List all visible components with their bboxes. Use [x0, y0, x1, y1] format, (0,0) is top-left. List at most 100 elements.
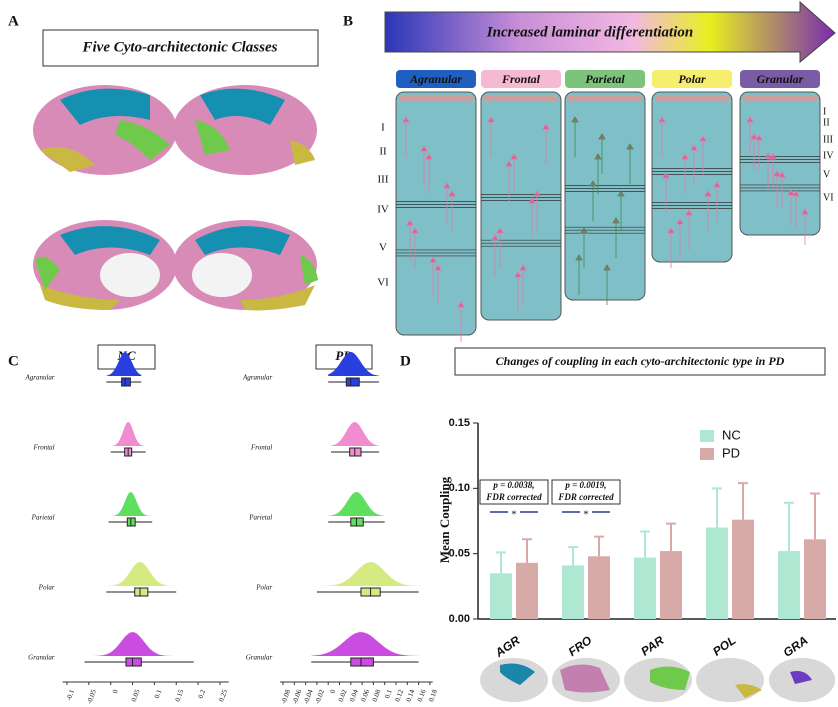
neuron — [764, 152, 772, 189]
panel-letter: A — [8, 13, 19, 29]
neuron — [448, 190, 456, 231]
density — [331, 422, 380, 446]
x-tick-label: AGR — [492, 633, 523, 661]
class-label: Polar — [678, 72, 706, 86]
annotation-text: FDR corrected — [557, 492, 614, 502]
bar — [732, 519, 754, 619]
neuron — [769, 153, 777, 190]
x-tick-label: 0.18 — [427, 688, 439, 703]
pia — [743, 96, 817, 101]
layer-label: I — [823, 106, 826, 117]
box — [350, 517, 364, 527]
class-tab — [481, 70, 561, 88]
y-tick-label: 0.15 — [449, 417, 470, 429]
brain-images — [33, 85, 318, 311]
neuron — [658, 116, 666, 157]
cortex-column — [480, 91, 562, 321]
legend-swatch — [700, 430, 714, 442]
x-tick-label: 0 — [329, 688, 338, 694]
neuron — [690, 144, 698, 185]
y-axis-label: Mean Coupling — [437, 476, 452, 563]
density — [328, 492, 385, 516]
neuron — [755, 134, 763, 171]
x-tick-label: 0.04 — [348, 688, 360, 703]
x-tick-label: POL — [710, 633, 738, 659]
neuron — [662, 172, 670, 213]
error-bar — [712, 487, 722, 528]
density — [108, 492, 153, 516]
legend-label: PD — [722, 445, 740, 460]
bar — [706, 527, 728, 619]
class-label: Parietal — [585, 72, 625, 86]
neuron — [420, 145, 428, 186]
x-tick-label: GRA — [781, 633, 811, 660]
density — [311, 632, 419, 656]
layer-label: V — [823, 169, 831, 180]
neuron — [778, 171, 786, 208]
legend-swatch — [700, 448, 714, 460]
category-label: Granular — [28, 654, 55, 662]
neuron — [519, 264, 527, 305]
neuron — [402, 116, 410, 157]
pia — [655, 96, 729, 101]
box — [350, 657, 374, 667]
layer-label: III — [823, 134, 833, 145]
error-bar — [666, 522, 676, 552]
annotation-box — [479, 479, 549, 505]
significance-marker: * — [583, 509, 589, 521]
bar — [634, 557, 656, 619]
cortex-column — [395, 91, 477, 336]
box — [121, 377, 131, 387]
x-tick-label: 0.1 — [153, 688, 164, 699]
neuron — [425, 153, 433, 194]
neuron — [594, 153, 602, 194]
neuron — [612, 217, 620, 258]
class-tab — [565, 70, 645, 88]
neuron — [704, 190, 712, 231]
x-tick-label: 0.08 — [371, 688, 383, 703]
neuron — [505, 160, 513, 201]
neuron — [443, 182, 451, 223]
layer-label: IV — [377, 204, 389, 216]
layer-label: II — [823, 117, 830, 128]
legend-label: NC — [722, 427, 741, 442]
cortex-column — [651, 91, 733, 263]
x-tick-label: 0.16 — [416, 688, 428, 703]
x-tick-label: -0.1 — [65, 688, 76, 702]
panel-letter: C — [8, 353, 19, 369]
neuron — [533, 190, 541, 231]
bar — [490, 573, 512, 619]
raincloud-plots: NC-0.1-0.0500.050.10.150.20.25AgranularF… — [24, 344, 439, 705]
category-label: Parietal — [248, 514, 272, 522]
neuron — [580, 227, 588, 268]
neuron — [571, 116, 579, 157]
error-bar — [496, 551, 506, 574]
arrow-label: Increased laminar differentiation — [486, 24, 693, 40]
bar — [516, 562, 538, 619]
error-bar — [522, 538, 532, 563]
density — [110, 422, 146, 446]
cortex-column — [739, 91, 821, 236]
layer-label: VI — [377, 277, 389, 289]
annotation-text: p = 0.0019, — [564, 480, 606, 490]
neuron — [746, 116, 754, 153]
layer-label: I — [381, 122, 385, 134]
category-label: Agranular — [24, 374, 54, 382]
neuron — [713, 181, 721, 222]
density — [106, 562, 177, 586]
class-tab — [652, 70, 732, 88]
y-tick-label: 0.05 — [449, 548, 470, 560]
neuron — [496, 227, 504, 268]
gradient-arrow — [384, 0, 836, 64]
neuron — [411, 227, 419, 268]
neuron — [685, 209, 693, 250]
neuron — [429, 256, 437, 297]
x-tick-label: 0.14 — [405, 688, 417, 703]
x-tick-label: 0.05 — [130, 688, 142, 703]
annotation-text: FDR corrected — [485, 492, 542, 502]
error-bar — [810, 492, 820, 540]
box — [349, 447, 362, 457]
neuron — [406, 219, 414, 260]
x-tick-label: 0.2 — [197, 688, 208, 699]
